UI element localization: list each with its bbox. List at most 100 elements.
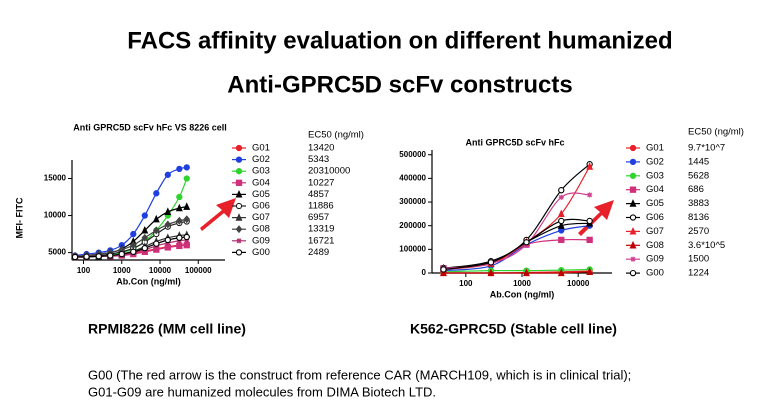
data-point [176, 234, 183, 241]
data-point [164, 220, 172, 229]
data-point [558, 236, 565, 244]
y-axis-label: MFI- FITC [14, 197, 24, 238]
data-point [558, 187, 565, 194]
data-point [141, 244, 148, 252]
legend-marker [236, 238, 242, 244]
legend-title: EC50 (ng/ml) [308, 130, 364, 141]
data-point [586, 236, 593, 244]
data-point [130, 230, 137, 238]
caption: RPMI8226 (MM cell line) [88, 321, 246, 337]
legend-label: G01 [646, 143, 664, 154]
data-point [487, 268, 495, 277]
data-point [183, 215, 191, 224]
data-point [183, 164, 190, 171]
legend-label: G03 [252, 166, 270, 177]
legend-ec50: 13319 [308, 224, 334, 235]
legend-marker [235, 179, 243, 186]
legend-label: G02 [252, 154, 270, 165]
x-axis-label: Ab.Con (ng/ml) [116, 276, 181, 286]
data-point [118, 250, 125, 258]
legend-ec50: 13420 [308, 143, 334, 154]
legend-marker [629, 144, 637, 152]
legend-ec50: 4857 [308, 189, 329, 200]
data-point [152, 226, 160, 235]
y-tick-label: 15000 [44, 174, 67, 183]
caption: K562-GPRC5D (Stable cell line) [410, 321, 617, 337]
data-point [83, 253, 90, 260]
legend-ec50: 2489 [308, 247, 329, 258]
legend-marker [629, 199, 637, 207]
x-tick-label: 1000 [113, 266, 131, 275]
data-point [152, 214, 160, 223]
y-tick-label: 0 [422, 268, 427, 277]
data-point [95, 253, 102, 260]
data-point [153, 240, 160, 247]
legend-label: G07 [646, 226, 664, 237]
footnote: G01-G09 are humanized molecules from DIM… [88, 384, 436, 399]
legend-marker [235, 156, 243, 163]
y-tick-label: 5000 [48, 248, 66, 257]
data-point [176, 242, 183, 250]
series-line [443, 218, 590, 271]
x-tick-label: 100 [77, 266, 91, 275]
legend-marker [630, 256, 636, 262]
y-tick-label: 500000 [399, 150, 426, 159]
legend-ec50: 5628 [688, 170, 709, 181]
legend-label: G08 [646, 240, 664, 251]
data-point [130, 248, 137, 256]
data-point [523, 239, 530, 246]
y-tick-label: 300000 [399, 197, 426, 206]
data-point [586, 162, 594, 170]
legend-ec50: 6957 [308, 212, 329, 223]
legend-label: G00 [646, 268, 664, 279]
legend-label: G03 [646, 170, 664, 181]
x-axis-label: Ab.Con (ng/ml) [490, 289, 555, 299]
legend-ec50: 1445 [688, 156, 709, 167]
legend-label: G01 [252, 143, 270, 154]
data-point [587, 192, 593, 198]
data-point [586, 217, 593, 225]
data-point [522, 268, 530, 277]
data-point [164, 244, 171, 251]
legend-marker [629, 186, 637, 193]
legend-marker [629, 240, 637, 249]
legend-ec50: 16721 [308, 235, 334, 246]
legend-ec50: 9.7*10^7 [688, 143, 725, 154]
legend-label: G09 [646, 254, 664, 265]
legend-ec50: 1500 [688, 254, 709, 265]
data-point [183, 175, 190, 182]
x-tick-label: 10000 [149, 266, 172, 275]
footnote: G00 (The red arrow is the construct from… [88, 367, 631, 382]
data-point [557, 221, 565, 229]
data-point [558, 217, 565, 225]
data-point [164, 207, 172, 216]
data-point [557, 209, 565, 218]
legend-marker [629, 214, 637, 221]
y-tick-label: 10000 [44, 211, 67, 220]
data-point [176, 216, 183, 225]
data-point [440, 268, 447, 277]
data-point [107, 252, 114, 259]
legend-label: G00 [252, 247, 270, 258]
data-point [141, 233, 149, 242]
legend-label: G02 [646, 156, 664, 167]
legend-ec50: 1224 [688, 268, 709, 279]
legend-ec50: 20310000 [308, 166, 350, 177]
arrow [578, 200, 614, 236]
data-point [141, 225, 149, 234]
legend-ec50: 5343 [308, 154, 329, 165]
chart-title: Anti GPRC5D scFv hFc [465, 137, 564, 147]
arrow [200, 198, 236, 231]
data-point [129, 241, 137, 250]
slide-title: Anti-GPRC5D scFv constructs [227, 71, 572, 98]
legend-marker [235, 225, 243, 234]
legend-title: EC50 (ng/ml) [688, 127, 744, 138]
y-tick-label: 200000 [399, 221, 426, 230]
legend-label: G06 [252, 201, 270, 212]
legend-ec50: 2570 [688, 226, 709, 237]
data-point [586, 267, 594, 275]
y-tick-label: 100000 [399, 244, 426, 253]
data-point [557, 268, 565, 277]
legend-marker [235, 144, 243, 152]
x-tick-label: 1000 [513, 279, 531, 288]
